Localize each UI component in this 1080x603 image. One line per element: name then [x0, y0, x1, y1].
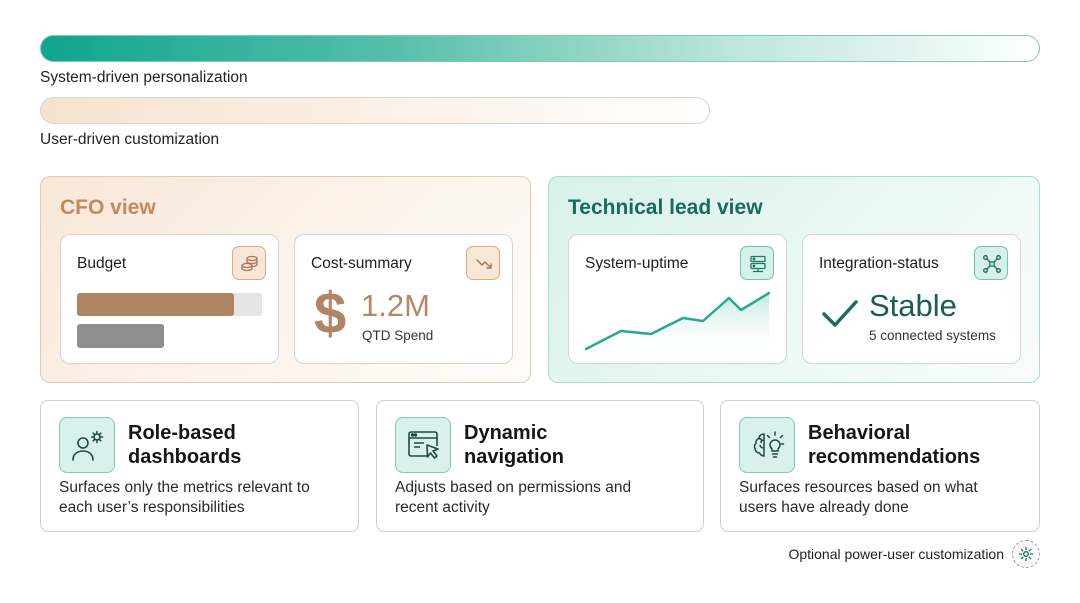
feature-role-based-dashboards[interactable]: Role-based dashboards Surfaces only the …	[40, 400, 359, 532]
feature-description: Surfaces resources based on what users h…	[739, 478, 1029, 517]
user-driven-label: User-driven customization	[40, 131, 220, 148]
brain-lightbulb-icon	[739, 417, 795, 473]
feature-title: Role-based dashboards	[128, 421, 358, 469]
user-gear-icon	[59, 417, 115, 473]
budget-primary-bar	[77, 293, 262, 316]
gear-icon[interactable]	[1012, 540, 1040, 568]
system-uptime-title: System-uptime	[585, 255, 689, 272]
feature-description-line: users have already done	[739, 498, 909, 516]
system-uptime-card[interactable]: System-uptime	[568, 234, 787, 364]
system-driven-bar	[40, 35, 1040, 62]
cost-caption: QTD Spend	[362, 328, 434, 343]
check-icon	[822, 300, 858, 327]
feature-description-line: each user’s responsibilities	[59, 498, 245, 516]
server-icon	[740, 246, 774, 280]
feature-description-line: Adjusts based on permissions and	[395, 479, 632, 496]
feature-title-line: Role-based	[128, 422, 236, 444]
feature-title-line: Behavioral	[808, 422, 911, 444]
feature-description-line: Surfaces only the metrics relevant to	[59, 479, 310, 496]
system-driven-label: System-driven personalization	[40, 69, 248, 86]
integration-status-card[interactable]: Integration-status Stable 5 connected sy…	[802, 234, 1021, 364]
feature-description: Surfaces only the metrics relevant to ea…	[59, 478, 349, 517]
coins-stack-icon	[232, 246, 266, 280]
feature-title-line: navigation	[464, 446, 565, 468]
budget-secondary-bar	[77, 324, 164, 348]
feature-description: Adjusts based on permissions and recent …	[395, 478, 685, 517]
feature-title: Dynamic navigation	[464, 421, 694, 469]
window-cursor-icon	[395, 417, 451, 473]
power-user-customization-label: Optional power-user customization	[788, 546, 1004, 562]
uptime-sparkline	[584, 291, 771, 357]
integration-status-title: Integration-status	[819, 255, 939, 272]
feature-description-line: Surfaces resources based on what	[739, 479, 978, 496]
technical-lead-view-panel: Technical lead view System-uptime	[548, 176, 1040, 383]
cost-summary-card[interactable]: Cost-summary $ 1.2M QTD Spend	[294, 234, 513, 364]
user-driven-bar	[40, 97, 710, 124]
cfo-view-title: CFO view	[60, 196, 156, 219]
cost-value: 1.2M	[361, 288, 430, 323]
feature-title: Behavioral recommendations	[808, 421, 1038, 469]
cost-summary-title: Cost-summary	[311, 255, 412, 272]
feature-description-line: recent activity	[395, 498, 490, 516]
feature-behavioral-recommendations[interactable]: Behavioral recommendations Surfaces reso…	[720, 400, 1040, 532]
budget-title: Budget	[77, 255, 127, 272]
trend-down-icon	[466, 246, 500, 280]
feature-title-line: recommendations	[808, 446, 981, 468]
cfo-view-panel: CFO view Budget Cost-summary $ 1.2M	[40, 176, 531, 383]
integration-status-value: Stable	[869, 288, 957, 323]
feature-title-line: dashboards	[128, 446, 242, 468]
budget-card[interactable]: Budget	[60, 234, 279, 364]
integration-status-caption: 5 connected systems	[869, 328, 996, 343]
currency-symbol: $	[314, 281, 347, 346]
budget-primary-fill	[77, 293, 235, 316]
technical-lead-view-title: Technical lead view	[568, 196, 763, 219]
feature-title-line: Dynamic	[464, 422, 548, 444]
feature-dynamic-navigation[interactable]: Dynamic navigation Adjusts based on perm…	[376, 400, 704, 532]
network-nodes-icon	[974, 246, 1008, 280]
